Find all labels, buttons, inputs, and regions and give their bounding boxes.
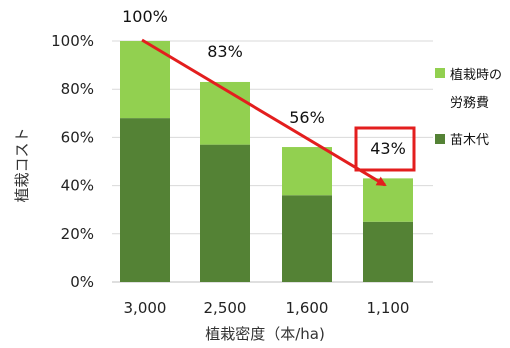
y-tick-label: 40% <box>61 177 94 195</box>
y-tick-label: 60% <box>61 128 94 146</box>
bar-segment-labor-1 <box>200 81 250 145</box>
y-tick-label: 20% <box>61 225 94 243</box>
y-tick-label: 0% <box>70 273 94 291</box>
label-layer: 0% 20% 40% 60% 80% 100% 3,000 2,500 1,600 1,100 10… <box>51 7 409 317</box>
legend-swatch-1 <box>435 134 445 144</box>
legend-swatch-0 <box>435 68 445 78</box>
x-tick-label: 1,600 <box>286 299 329 317</box>
annotation-layer <box>141 38 416 187</box>
bar-segment-labor-2 <box>282 147 332 196</box>
bar-segment-seedling-0 <box>120 118 170 283</box>
y-axis-title: 植栽コスト <box>13 127 31 202</box>
total-label-1: 83% <box>207 42 243 61</box>
highlight-box <box>354 126 416 172</box>
total-label-2: 56% <box>289 108 325 127</box>
y-tick-label: 80% <box>61 80 94 98</box>
legend-label-1-0: 苗木代 <box>450 133 489 148</box>
bar-segment-seedling-3 <box>363 221 413 282</box>
trend-arrow <box>141 38 387 187</box>
x-tick-label: 3,000 <box>124 299 167 317</box>
legend-label-0-0: 植栽時の <box>450 67 502 83</box>
y-tick-label: 100% <box>51 32 94 50</box>
bar-segment-seedling-1 <box>200 144 250 282</box>
x-tick-label: 2,500 <box>204 299 247 317</box>
x-tick-label: 1,100 <box>367 299 410 317</box>
bar-segment-seedling-2 <box>282 195 332 282</box>
bar-layer <box>120 41 413 283</box>
bar-segment-labor-3 <box>363 178 413 222</box>
total-label-3: 43% <box>370 139 406 158</box>
legend-label-0-1: 労務費 <box>450 96 489 111</box>
bar-segment-labor-0 <box>120 41 170 119</box>
total-label-0: 100% <box>122 7 168 26</box>
x-axis-title: 植栽密度（本/ha) <box>205 325 325 343</box>
